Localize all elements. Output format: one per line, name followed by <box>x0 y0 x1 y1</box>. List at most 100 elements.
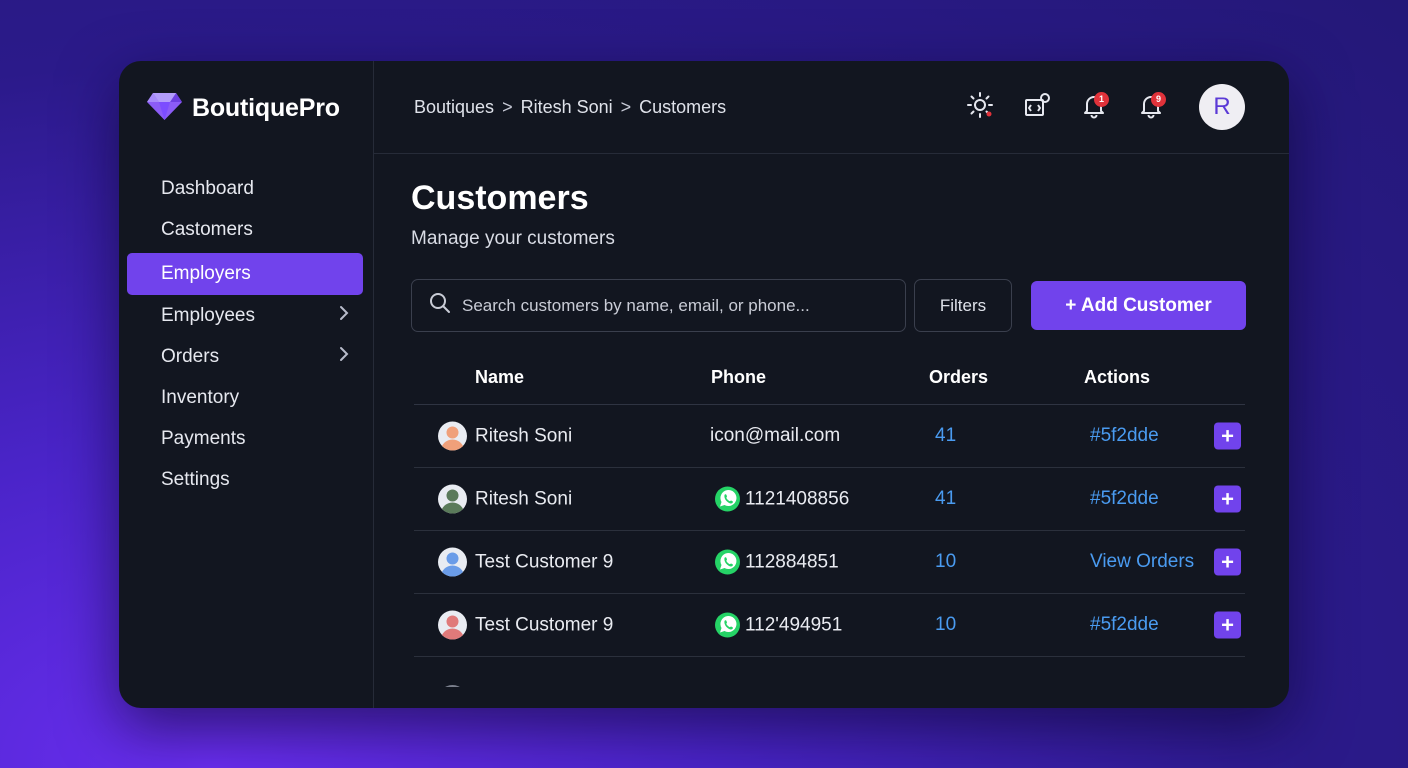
page-title: Customers <box>411 179 589 217</box>
add-order-button[interactable]: + <box>1214 422 1241 450</box>
whatsapp-icon <box>714 612 741 639</box>
chevron-right-icon <box>339 346 349 367</box>
phone-number: 1121408856 <box>745 488 850 509</box>
customers-table: Name Phone Orders Actions Ritesh Soni ico… <box>414 347 1245 687</box>
sidebar-item-payments[interactable]: Payments <box>127 418 363 459</box>
table-row[interactable]: Ritesh Soni 1121408856 41 #5f2dde + <box>414 468 1245 531</box>
plus-icon: + <box>1221 549 1234 574</box>
avatar <box>438 421 467 451</box>
app-window: BoutiquePro Dashboard Castomers Employers E… <box>119 61 1289 708</box>
breadcrumb-boutiques[interactable]: Boutiques <box>414 97 495 117</box>
chevron-right-icon <box>339 305 349 326</box>
notification-badge: 1 <box>1094 91 1109 107</box>
store-button[interactable] <box>1020 91 1053 124</box>
avatar <box>438 484 467 514</box>
notifications-button[interactable]: 1 <box>1077 91 1110 124</box>
sidebar-item-label: Orders <box>161 345 220 367</box>
avatar <box>438 610 467 640</box>
table-row[interactable]: Ritesh Soni icon@mail.com 41 #5f2dde + <box>414 405 1245 468</box>
user-avatar[interactable]: R <box>1199 84 1245 130</box>
orders-count[interactable]: 10 <box>935 685 952 687</box>
plus-icon: + <box>1221 486 1234 511</box>
theme-toggle-button[interactable] <box>963 91 996 124</box>
sidebar-item-settings[interactable]: Settings <box>127 459 363 500</box>
customer-name[interactable]: Test Customer 9 <box>475 551 614 572</box>
table-body: Ritesh Soni icon@mail.com 41 #5f2dde + Ritesh… <box>414 405 1245 657</box>
customer-name-cell: Test Customer 9 <box>438 547 614 577</box>
column-header-actions: Actions <box>1084 367 1151 387</box>
sidebar-item-label: Castomers <box>161 218 253 240</box>
add-customer-button[interactable]: + Add Customer <box>1031 281 1246 330</box>
action-link[interactable]: #5f2dde <box>1090 488 1159 509</box>
sidebar-item-label: Settings <box>161 468 230 490</box>
phone-number: 112'494951 <box>745 614 843 635</box>
add-order-button[interactable]: + <box>1214 548 1241 576</box>
customer-name-cell: Ritesh Soni <box>438 421 573 451</box>
customer-name[interactable]: Ritesh Soni <box>475 425 573 446</box>
action-link[interactable]: #5f2dde <box>1090 685 1144 687</box>
main-content: Boutiques > Ritesh Soni > Customers <box>374 61 1289 708</box>
table-row[interactable]: 10 #5f2dde <box>414 657 1245 687</box>
action-link[interactable]: #5f2dde <box>1090 614 1159 635</box>
breadcrumb-separator-icon: > <box>620 97 632 117</box>
phone-cell: 112'494951 <box>714 612 842 639</box>
phone-number: 112884851 <box>745 551 839 572</box>
sidebar-item-label: Dashboard <box>161 177 254 199</box>
top-bar: Boutiques > Ritesh Soni > Customers <box>374 61 1289 154</box>
sun-icon <box>966 91 994 124</box>
breadcrumb: Boutiques > Ritesh Soni > Customers <box>414 97 726 118</box>
top-icons: 1 9 R <box>963 84 1245 130</box>
notification-badge: 9 <box>1151 91 1166 107</box>
sidebar-item-label: Employers <box>161 263 251 284</box>
alerts-button[interactable]: 9 <box>1134 91 1167 124</box>
sidebar-item-orders[interactable]: Orders <box>127 336 363 377</box>
customer-name[interactable]: Test Customer 9 <box>475 614 614 635</box>
sidebar-nav: Dashboard Castomers Employers Employees Orde… <box>127 168 363 500</box>
phone-cell: 112884851 <box>714 549 839 576</box>
orders-count[interactable]: 10 <box>935 614 957 635</box>
sidebar-item-label: Inventory <box>161 386 240 408</box>
phone-number: icon@mail.com <box>710 425 841 446</box>
sidebar-item-dashboard[interactable]: Dashboard <box>127 168 363 209</box>
search-icon <box>428 291 452 320</box>
add-order-button[interactable]: + <box>1214 485 1241 513</box>
sidebar-item-label: Employees <box>161 304 255 326</box>
search-input[interactable] <box>462 295 892 316</box>
table-row[interactable]: Test Customer 9 112'494951 10 #5f2dde + <box>414 594 1245 657</box>
diamond-logo-icon <box>146 91 183 126</box>
phone-cell: icon@mail.com <box>710 425 840 447</box>
column-header-name[interactable]: Name <box>475 367 525 387</box>
action-link[interactable]: #5f2dde <box>1090 425 1159 446</box>
phone-cell: 1121408856 <box>714 486 849 513</box>
search-box[interactable] <box>411 279 906 332</box>
orders-count[interactable]: 41 <box>935 425 957 446</box>
breadcrumb-customers: Customers <box>639 97 727 117</box>
table-header: Name Phone Orders Actions <box>414 347 1245 405</box>
breadcrumb-separator-icon: > <box>502 97 513 117</box>
sidebar-item-employers[interactable]: Employers <box>127 253 363 295</box>
column-header-phone[interactable]: Phone <box>711 367 767 387</box>
customer-name-cell: Ritesh Soni <box>438 484 573 514</box>
sidebar-item-inventory[interactable]: Inventory <box>127 377 363 418</box>
avatar <box>438 547 467 577</box>
filters-button[interactable]: Filters <box>914 279 1012 332</box>
whatsapp-icon <box>714 486 741 513</box>
table-row[interactable]: Test Customer 9 112884851 10 View Orders + <box>414 531 1245 594</box>
orders-count[interactable]: 41 <box>935 488 957 509</box>
plus-icon: + <box>1221 423 1234 448</box>
orders-count[interactable]: 10 <box>935 551 957 572</box>
sidebar-item-castomers[interactable]: Castomers <box>127 209 363 250</box>
customer-name[interactable]: Ritesh Soni <box>475 488 573 509</box>
add-order-button[interactable]: + <box>1214 611 1241 639</box>
brand-name: BoutiquePro <box>192 94 340 122</box>
breadcrumb-ritesh-soni[interactable]: Ritesh Soni <box>520 97 613 117</box>
plus-icon: + <box>1221 612 1234 637</box>
customer-name-cell: Test Customer 9 <box>438 610 614 640</box>
sidebar: BoutiquePro Dashboard Castomers Employers E… <box>119 61 374 708</box>
sidebar-item-employees[interactable]: Employees <box>127 295 363 336</box>
sidebar-item-label: Payments <box>161 427 246 449</box>
column-header-orders[interactable]: Orders <box>929 367 989 387</box>
brand[interactable]: BoutiquePro <box>146 91 340 126</box>
action-link[interactable]: View Orders <box>1090 551 1195 572</box>
avatar <box>438 685 467 687</box>
